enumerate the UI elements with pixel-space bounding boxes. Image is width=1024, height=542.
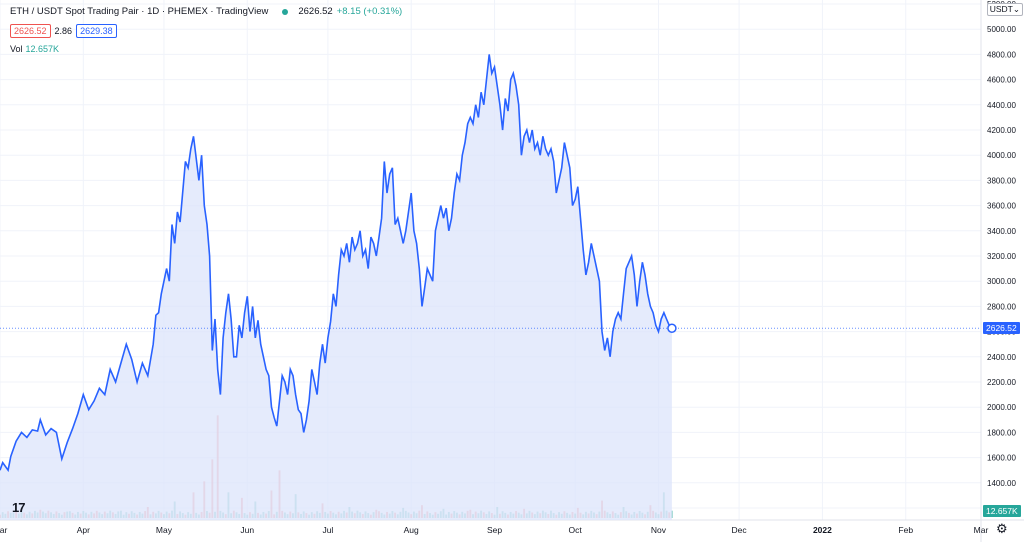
price-tick-label: 2800.00 [987, 302, 1016, 311]
price-tick-label: 3600.00 [987, 202, 1016, 211]
last-price-marker [667, 323, 677, 334]
gear-icon[interactable]: ⚙ [996, 521, 1008, 536]
time-axis[interactable]: Mar Apr May Jun Jul Aug Sep Oct Nov Dec 2022 Feb Mar [0, 525, 988, 535]
ask-price-box[interactable]: 2629.38 [76, 24, 117, 38]
volume-tag: 12.657K [983, 505, 1021, 517]
price-tick-label: 3200.00 [987, 252, 1016, 261]
last-price-tag: 2626.52 [983, 322, 1020, 335]
price-tick-label: 1800.00 [987, 428, 1016, 437]
price-tick-label: 1600.00 [987, 454, 1016, 463]
price-tick-label: 3400.00 [987, 227, 1016, 236]
price-tick-label: 4400.00 [987, 101, 1016, 110]
symbol-title[interactable]: ETH / USDT Spot Trading Pair · 1D · PHEM… [10, 6, 269, 17]
bid-ask-row: 2626.52 2.86 2629.38 [10, 24, 117, 38]
price-change-value: +8.15 (+0.31%) [336, 6, 403, 17]
time-tick-label: Aug [404, 525, 419, 535]
price-line [0, 54, 673, 473]
price-tick-label: 2400.00 [987, 353, 1016, 362]
price-tick-label: 5000.00 [987, 25, 1016, 34]
time-tick-label: Feb [898, 525, 913, 535]
price-tick-label: 2000.00 [987, 403, 1016, 412]
volume-label: Vol [10, 44, 23, 54]
time-tick-label: Mar [0, 525, 7, 535]
time-tick-label: Dec [732, 525, 748, 535]
price-area-fill [0, 54, 672, 521]
currency-selector[interactable]: USDT⌄ [986, 3, 1023, 16]
time-tick-label: Nov [651, 525, 667, 535]
price-tick-label: 3000.00 [987, 277, 1016, 286]
last-price-value: 2626.52 [298, 6, 333, 17]
time-tick-label: Sep [487, 525, 502, 535]
price-tick-label: 4200.00 [987, 126, 1016, 135]
time-tick-label: Apr [77, 525, 90, 535]
volume-value: 12.657K [25, 44, 60, 54]
currency-label: USDT [989, 4, 1013, 14]
market-status-icon [282, 8, 289, 15]
volume-legend: Vol 12.657K [10, 44, 59, 54]
time-tick-label: Jun [240, 525, 254, 535]
bid-price-box[interactable]: 2626.52 [10, 24, 51, 38]
chevron-down-icon: ⌄ [1012, 4, 1020, 14]
time-tick-label: Mar [974, 525, 989, 535]
volume-bar [670, 510, 673, 518]
price-tick-label: 1400.00 [987, 479, 1016, 488]
price-tick-label: 4600.00 [987, 76, 1016, 85]
tradingview-logo-icon[interactable]: 17 [12, 500, 26, 515]
price-tick-label: 4000.00 [987, 151, 1016, 160]
symbol-legend: ETH / USDT Spot Trading Pair · 1D · PHEM… [10, 6, 402, 17]
spread-value: 2.86 [54, 26, 73, 36]
time-tick-label: May [156, 525, 173, 535]
price-axis[interactable]: 1200.001400.001600.001800.002000.002200.… [987, 0, 1016, 513]
price-tick-label: 4800.00 [987, 50, 1016, 59]
price-tick-label: 2200.00 [987, 378, 1016, 387]
price-tick-label: 3800.00 [987, 176, 1016, 185]
time-tick-label: Oct [569, 525, 583, 535]
time-tick-label: Jul [322, 525, 333, 535]
time-tick-label: 2022 [813, 525, 832, 535]
